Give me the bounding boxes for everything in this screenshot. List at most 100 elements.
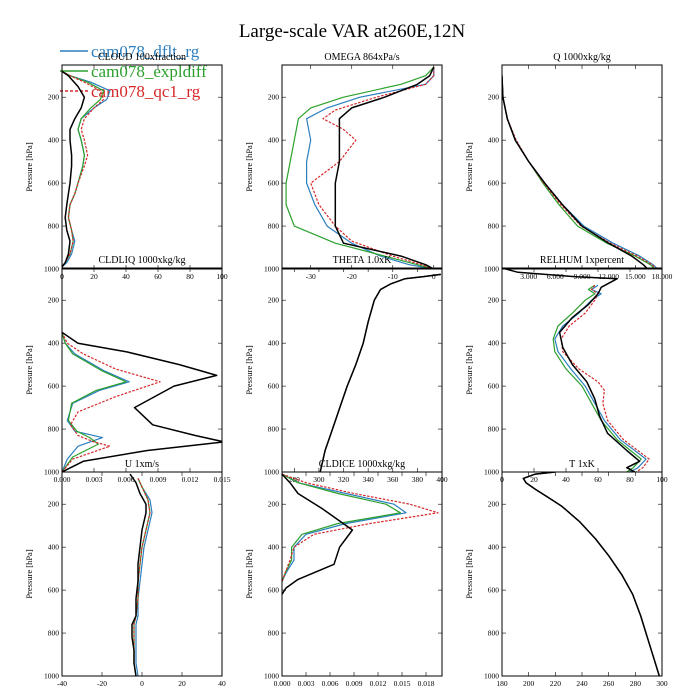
panel-2-ylabel: Pressure [hPa] xyxy=(244,142,254,192)
panel-6-xtick-label-3: 60 xyxy=(594,475,602,484)
panel-9-ylabel: Pressure [hPa] xyxy=(464,549,474,599)
panel-6-frame xyxy=(501,267,663,473)
panel-6-ytick-label-1000: 1000 xyxy=(484,468,499,477)
panel-4-xtick-label-3: 0.009 xyxy=(150,475,167,484)
panel-8: CLDICE 1000xkg/kg Pressure [hPa] 200 400 600… xyxy=(244,459,443,688)
panel-2-series-blue xyxy=(306,67,435,269)
panel-9-xtick-label-5: 280 xyxy=(630,679,642,688)
panel-8-ytick-label-1000: 1000 xyxy=(264,672,279,681)
panel-8-xtick-label-2: 0.006 xyxy=(322,679,339,688)
panel-9-ytick-label-800: 800 xyxy=(488,629,500,638)
panel-8-ytick-label-400: 400 xyxy=(268,543,280,552)
panel-6-ytick-label-600: 600 xyxy=(488,382,500,391)
panel-2-title: OMEGA 864xPa/s xyxy=(324,52,399,63)
panel-8-ytick-label-600: 600 xyxy=(268,586,280,595)
panel-6-xtick-label-1: 20 xyxy=(530,475,538,484)
panel-5: THETA 1.0xK Pressure [hPa] 200 400 600 800 100… xyxy=(244,255,448,484)
panel-5-xtick-label-5: 380 xyxy=(412,475,424,484)
panel-2-xtick-label-1: -20 xyxy=(347,272,357,281)
panel-2-ytick-label-400: 400 xyxy=(268,136,280,145)
panel-8-xtick-label-6: 0.018 xyxy=(418,679,435,688)
panel-4-ytick-label-400: 400 xyxy=(48,339,60,348)
panel-1-series-black xyxy=(62,70,86,268)
panel-2-ytick-label-600: 600 xyxy=(268,179,280,188)
panel-7-title: U 1xm/s xyxy=(125,459,159,470)
panel-6-series-blue xyxy=(554,284,647,472)
panel-1-title: CLOUD 100xfraction xyxy=(98,52,186,63)
panel-7-series-red xyxy=(133,478,151,676)
panel-8-xtick-label-4: 0.012 xyxy=(370,679,387,688)
panel-5-title: THETA 1.0xK xyxy=(333,255,392,266)
panel-4-ytick-label-200: 200 xyxy=(48,296,60,305)
panel-8-ylabel: Pressure [hPa] xyxy=(244,549,254,599)
panel-8-series-green xyxy=(282,473,401,582)
panel-3-xtick-label-3: 12.000 xyxy=(598,272,619,281)
panel-4-ytick-label-1000: 1000 xyxy=(44,468,59,477)
panel-1-ytick-label-200: 200 xyxy=(48,93,60,102)
panel-3-series-red xyxy=(502,75,658,269)
panel-8-xtick-label-0: 0.000 xyxy=(274,679,291,688)
panel-5-ylabel: Pressure [hPa] xyxy=(244,345,254,395)
panel-3-ytick-label-800: 800 xyxy=(488,222,500,231)
panel-2-xtick-label-2: -10 xyxy=(388,272,398,281)
panel-6-series-red xyxy=(560,284,650,472)
panel-4-xtick-label-2: 0.006 xyxy=(118,475,135,484)
panel-4-title: CLDLIQ 1000xkg/kg xyxy=(99,255,186,266)
panel-2-ytick-label-1000: 1000 xyxy=(264,265,279,274)
panel-5-ytick-label-400: 400 xyxy=(268,339,280,348)
panel-9-series-green xyxy=(522,472,660,676)
panel-5-series-blue xyxy=(319,273,441,472)
panel-7-xtick-label-2: 0 xyxy=(140,679,144,688)
panel-5-series-green xyxy=(319,273,441,472)
panel-6-ylabel: Pressure [hPa] xyxy=(464,345,474,395)
panel-8-series-blue xyxy=(282,473,407,582)
panel-2-series-black xyxy=(334,66,435,269)
panel-9-series-blue xyxy=(522,472,660,676)
panel-5-xtick-label-2: 320 xyxy=(338,475,350,484)
panel-5-ytick-label-1000: 1000 xyxy=(264,468,279,477)
panel-3-frame xyxy=(501,64,663,270)
panel-1-xtick-label-3: 60 xyxy=(154,272,162,281)
panel-9-ytick-label-400: 400 xyxy=(488,543,500,552)
panel-3-xtick-label-4: 15.000 xyxy=(625,272,646,281)
panel-9-frame xyxy=(501,471,663,677)
panel-2-frame xyxy=(281,64,443,270)
panel-4-ylabel: Pressure [hPa] xyxy=(24,345,34,395)
panel-2-series-green xyxy=(285,66,435,269)
panel-6-ytick-label-200: 200 xyxy=(488,296,500,305)
panel-3-ytick-label-600: 600 xyxy=(488,179,500,188)
panel-7-ytick-label-1000: 1000 xyxy=(44,672,59,681)
panel-4-ytick-label-600: 600 xyxy=(48,382,60,391)
panel-1-ytick-label-400: 400 xyxy=(48,136,60,145)
panel-8-series-black xyxy=(282,473,354,595)
panel-1: CLOUD 100xfraction Pressure [hPa] 200 400 60… xyxy=(24,52,228,281)
panel-5-xtick-label-3: 340 xyxy=(363,475,375,484)
panel-9-xtick-label-2: 220 xyxy=(550,679,562,688)
panel-8-ytick-label-800: 800 xyxy=(268,629,280,638)
panel-2-ytick-label-200: 200 xyxy=(268,93,280,102)
legend: cam078_dflt_rg cam078_expldiff cam078_qc… xyxy=(60,42,207,101)
panel-2-ytick-label-800: 800 xyxy=(268,222,280,231)
panel-9-xtick-label-4: 260 xyxy=(603,679,615,688)
panel-2: OMEGA 864xPa/s Pressure [hPa] 200 400 600 800… xyxy=(244,52,443,281)
panel-8-series-red xyxy=(282,473,439,582)
panel-7-xtick-label-3: 20 xyxy=(178,679,186,688)
panel-6-ytick-label-400: 400 xyxy=(488,339,500,348)
panel-3: Q 1000xkg/kg Pressure [hPa] 200 400 600 800 10… xyxy=(464,52,673,281)
panel-2-xtick-label-0: -30 xyxy=(306,272,316,281)
panel-5-frame xyxy=(281,267,443,473)
panel-5-xtick-label-4: 360 xyxy=(387,475,399,484)
panel-9-title: T 1xK xyxy=(569,459,595,470)
panel-3-series-blue xyxy=(502,75,659,269)
panel-4-series-red xyxy=(62,332,161,472)
panel-9-xtick-label-1: 200 xyxy=(523,679,535,688)
panel-8-title: CLDICE 1000xkg/kg xyxy=(319,459,405,470)
panel-7-ytick-label-800: 800 xyxy=(48,629,60,638)
panel-7-frame xyxy=(61,471,223,677)
panel-5-series-red xyxy=(319,273,441,472)
panel-9-xtick-label-3: 240 xyxy=(576,679,588,688)
panel-9-series-black xyxy=(522,472,661,676)
